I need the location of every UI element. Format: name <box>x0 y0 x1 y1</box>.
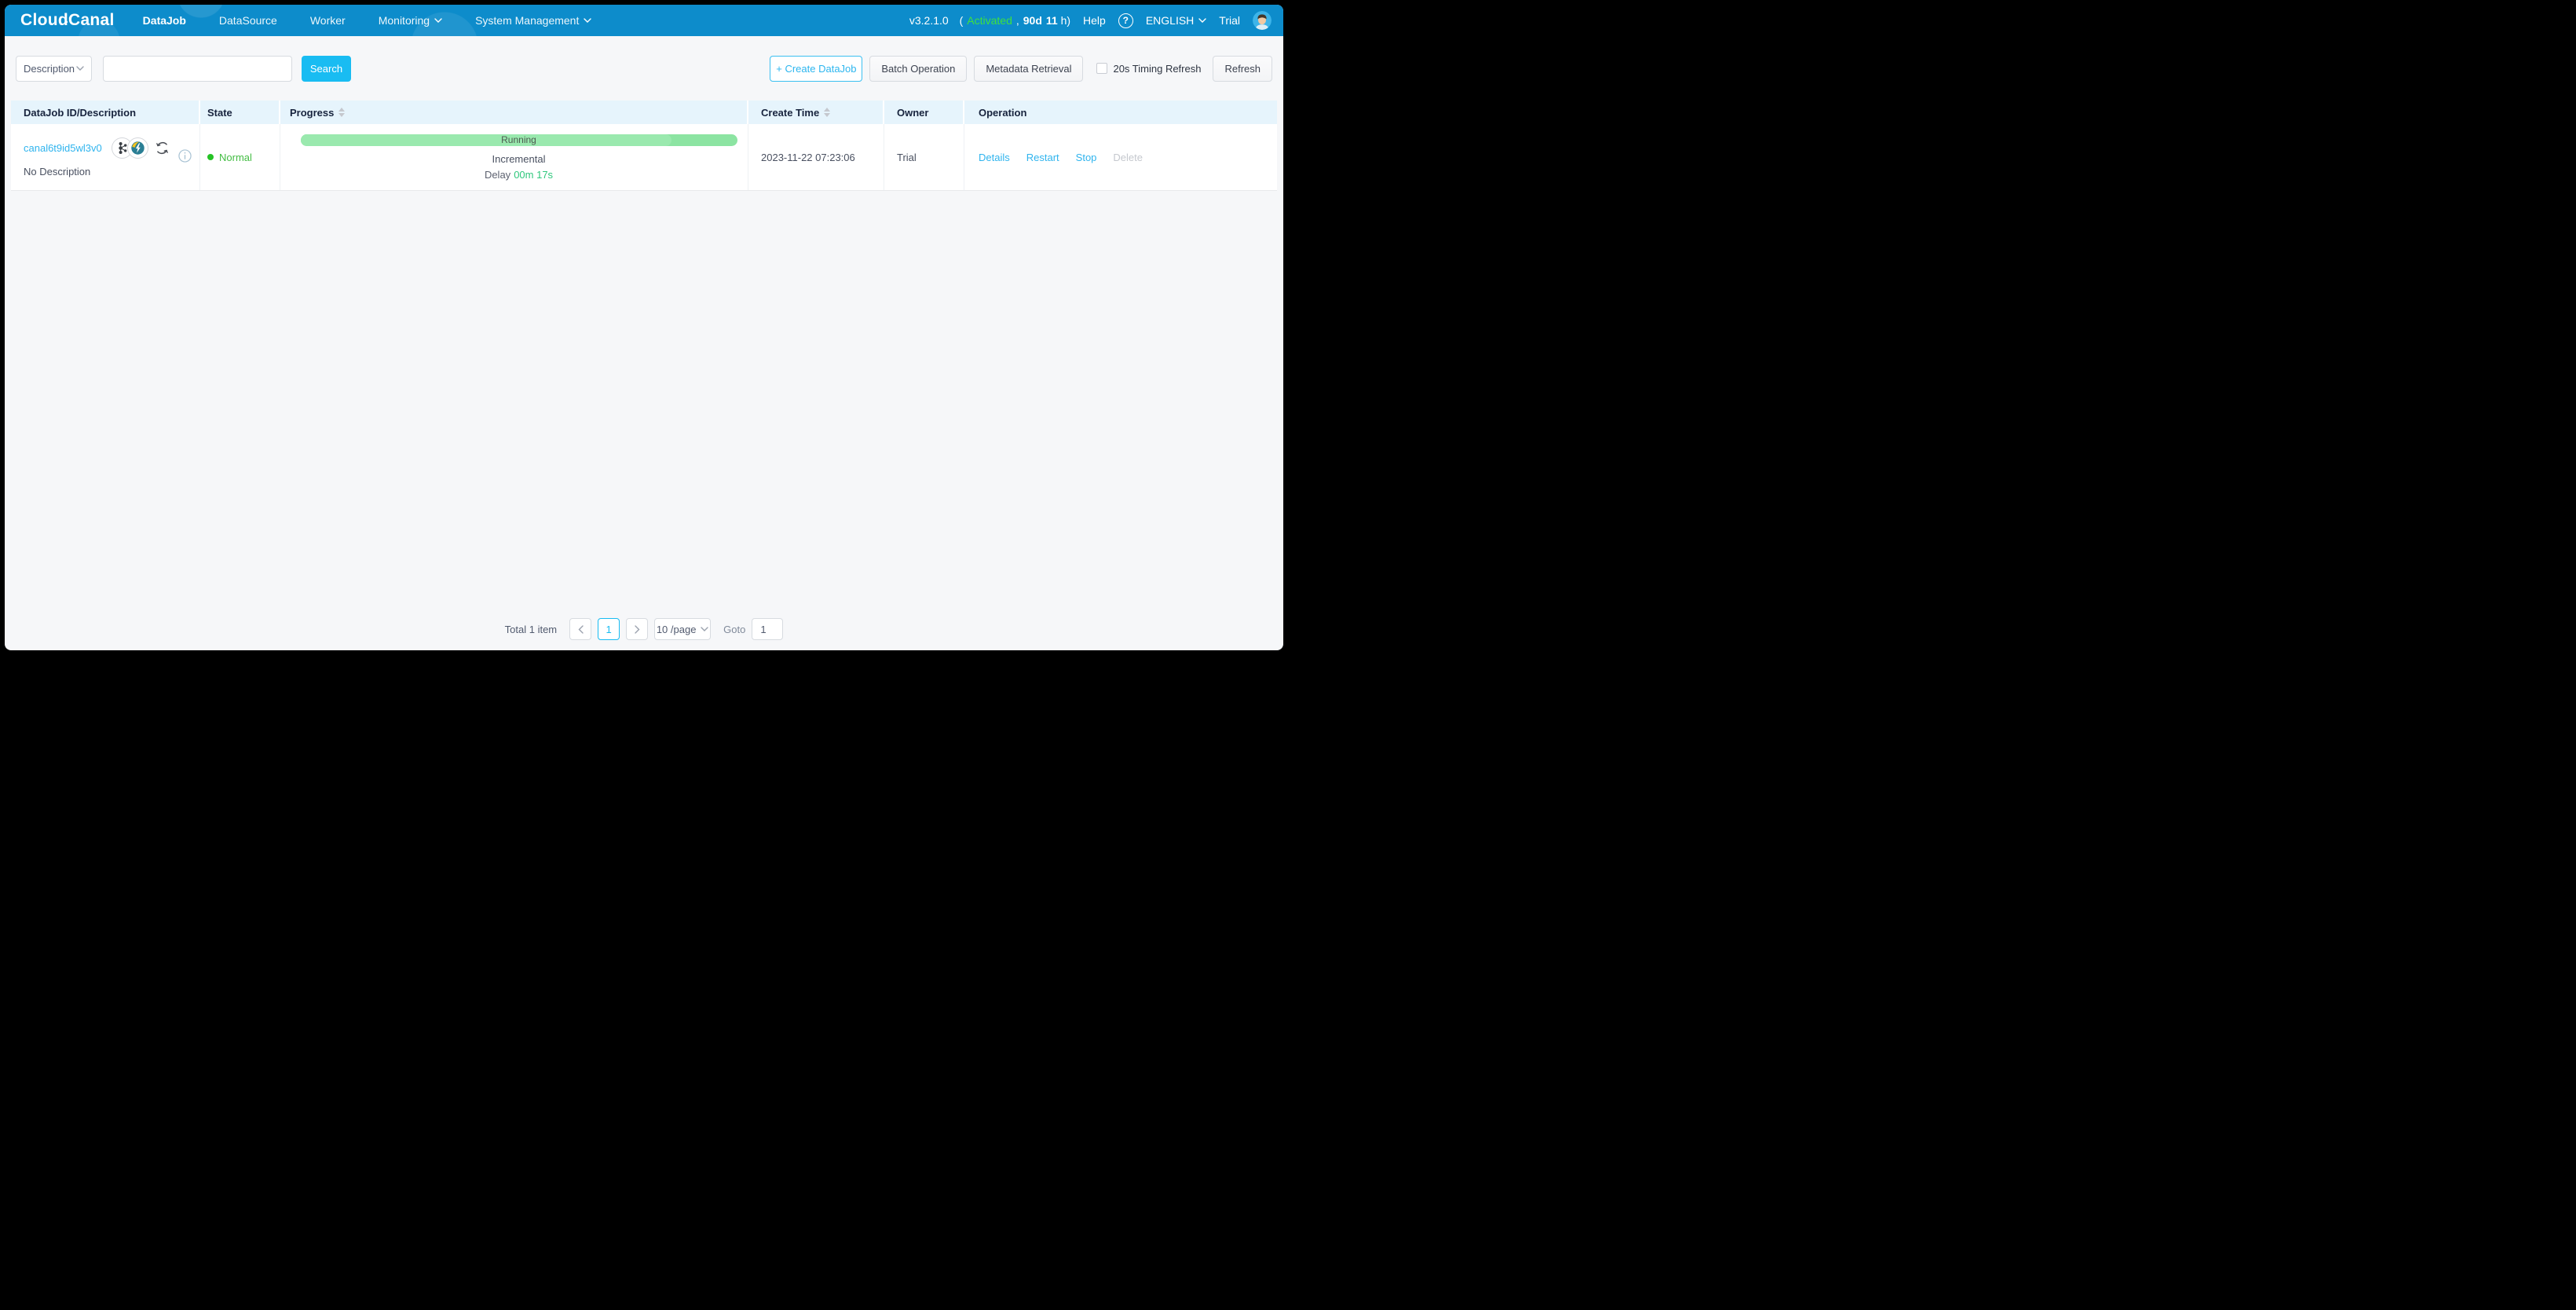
create-datajob-button[interactable]: + Create DataJob <box>770 55 863 82</box>
nav-right-group: v3.2.1.0 (Activated, 90d 11 h) Help ? EN… <box>909 11 1272 30</box>
nav-item-datajob[interactable]: DataJob <box>142 14 186 27</box>
timing-refresh-label: 20s Timing Refresh <box>1113 62 1202 75</box>
nav-item-worker[interactable]: Worker <box>309 14 346 27</box>
chevron-down-icon <box>1198 18 1206 23</box>
timing-refresh-toggle[interactable]: 20s Timing Refresh <box>1096 63 1201 75</box>
stop-link[interactable]: Stop <box>1075 151 1097 163</box>
table-header: DataJob ID/Description State Progress Cr… <box>11 101 1277 124</box>
restart-link[interactable]: Restart <box>1026 151 1059 163</box>
progress-label: Running <box>501 134 536 145</box>
column-header-id: DataJob ID/Description <box>11 101 200 124</box>
nav-item-datasource[interactable]: DataSource <box>218 14 277 27</box>
search-button[interactable]: Search <box>302 55 351 82</box>
chevron-left-icon <box>578 624 584 634</box>
chevron-down-icon <box>76 66 84 71</box>
version-label: v3.2.1.0 <box>909 14 949 27</box>
question-circle-icon[interactable]: ? <box>1118 13 1133 28</box>
incremental-sync-icon <box>155 141 170 156</box>
starrocks-icon <box>126 137 148 159</box>
language-selector[interactable]: ENGLISH <box>1146 14 1206 27</box>
sort-icon[interactable] <box>824 108 831 117</box>
chevron-down-icon <box>584 18 592 23</box>
datajob-table: DataJob ID/Description State Progress Cr… <box>11 101 1277 191</box>
cell-id-description: canal6t9id5wl3v0 <box>11 124 200 190</box>
toolbar: Description Search + Create DataJob Batc… <box>5 36 1283 101</box>
cell-owner: Trial <box>884 124 964 190</box>
next-page-button[interactable] <box>626 618 649 640</box>
cloudcanal-logo[interactable]: CloudCanal <box>20 11 115 30</box>
toolbar-right-group: + Create DataJob Batch Operation Metadat… <box>770 55 1272 82</box>
search-input[interactable] <box>103 55 292 82</box>
column-header-operation: Operation <box>979 106 1027 119</box>
help-link[interactable]: Help <box>1083 14 1106 27</box>
timing-refresh-checkbox[interactable] <box>1096 63 1108 74</box>
column-header-state: State <box>200 101 280 124</box>
metadata-retrieval-button[interactable]: Metadata Retrieval <box>974 55 1084 82</box>
goto-page-input[interactable] <box>752 618 784 640</box>
column-header-create-time[interactable]: Create Time <box>748 101 884 124</box>
logo-particle-decoration <box>64 13 72 25</box>
progress-bar[interactable]: Running <box>300 134 737 146</box>
cell-state: Normal <box>200 124 280 190</box>
avatar[interactable] <box>1253 11 1272 30</box>
state-dot-icon <box>207 154 214 160</box>
batch-operation-button[interactable]: Batch Operation <box>869 55 968 82</box>
page-size-select[interactable]: 10 /page <box>654 618 712 640</box>
datasource-icons <box>111 137 148 159</box>
refresh-button[interactable]: Refresh <box>1213 55 1272 82</box>
cell-operation: Details Restart Stop Delete <box>964 124 1277 190</box>
progress-stage: Incremental <box>492 152 546 165</box>
top-nav: CloudCanal DataJob DataSource Worker Mon… <box>5 5 1283 36</box>
state-label: Normal <box>219 151 252 163</box>
chevron-down-icon <box>434 18 442 23</box>
column-header-owner: Owner <box>884 101 964 124</box>
nav-item-monitoring[interactable]: Monitoring <box>379 14 442 27</box>
delay-info: Delay 00m 17s <box>484 168 554 181</box>
version-license-info: v3.2.1.0 (Activated, 90d 11 h) <box>909 14 1070 27</box>
prev-page-button[interactable] <box>569 618 592 640</box>
cell-progress: Running Incremental Delay 00m 17s <box>280 124 748 190</box>
license-open: ( <box>959 14 964 27</box>
license-status: Activated <box>967 14 1012 27</box>
pagination: Total 1 item 1 10 /page Goto <box>5 618 1283 640</box>
sort-icon[interactable] <box>338 108 346 117</box>
page-number-button[interactable]: 1 <box>598 618 620 640</box>
delete-link: Delete <box>1113 151 1143 163</box>
table-row: canal6t9id5wl3v0 <box>11 124 1277 191</box>
column-header-progress[interactable]: Progress <box>280 101 748 124</box>
search-field-select[interactable]: Description <box>16 55 92 82</box>
license-days: 90d <box>1023 14 1042 27</box>
license-comma: , <box>1015 14 1019 27</box>
datajob-id-link[interactable]: canal6t9id5wl3v0 <box>24 141 102 154</box>
username-label: Trial <box>1219 14 1240 27</box>
info-icon[interactable] <box>178 149 192 165</box>
cell-create-time: 2023-11-22 07:23:06 <box>748 124 884 190</box>
details-link[interactable]: Details <box>979 151 1010 163</box>
delay-value: 00m 17s <box>514 168 554 181</box>
license-hours: 11 h) <box>1045 14 1071 27</box>
app-window: CloudCanal DataJob DataSource Worker Mon… <box>5 5 1283 650</box>
goto-label: Goto <box>723 623 746 635</box>
chevron-down-icon <box>701 627 709 631</box>
main-menu: DataJob DataSource Worker Monitoring Sys… <box>143 14 592 27</box>
chevron-right-icon <box>634 624 640 634</box>
pagination-total: Total 1 item <box>504 623 558 635</box>
datajob-description: No Description <box>24 165 91 177</box>
nav-item-system-management[interactable]: System Management <box>475 14 592 27</box>
